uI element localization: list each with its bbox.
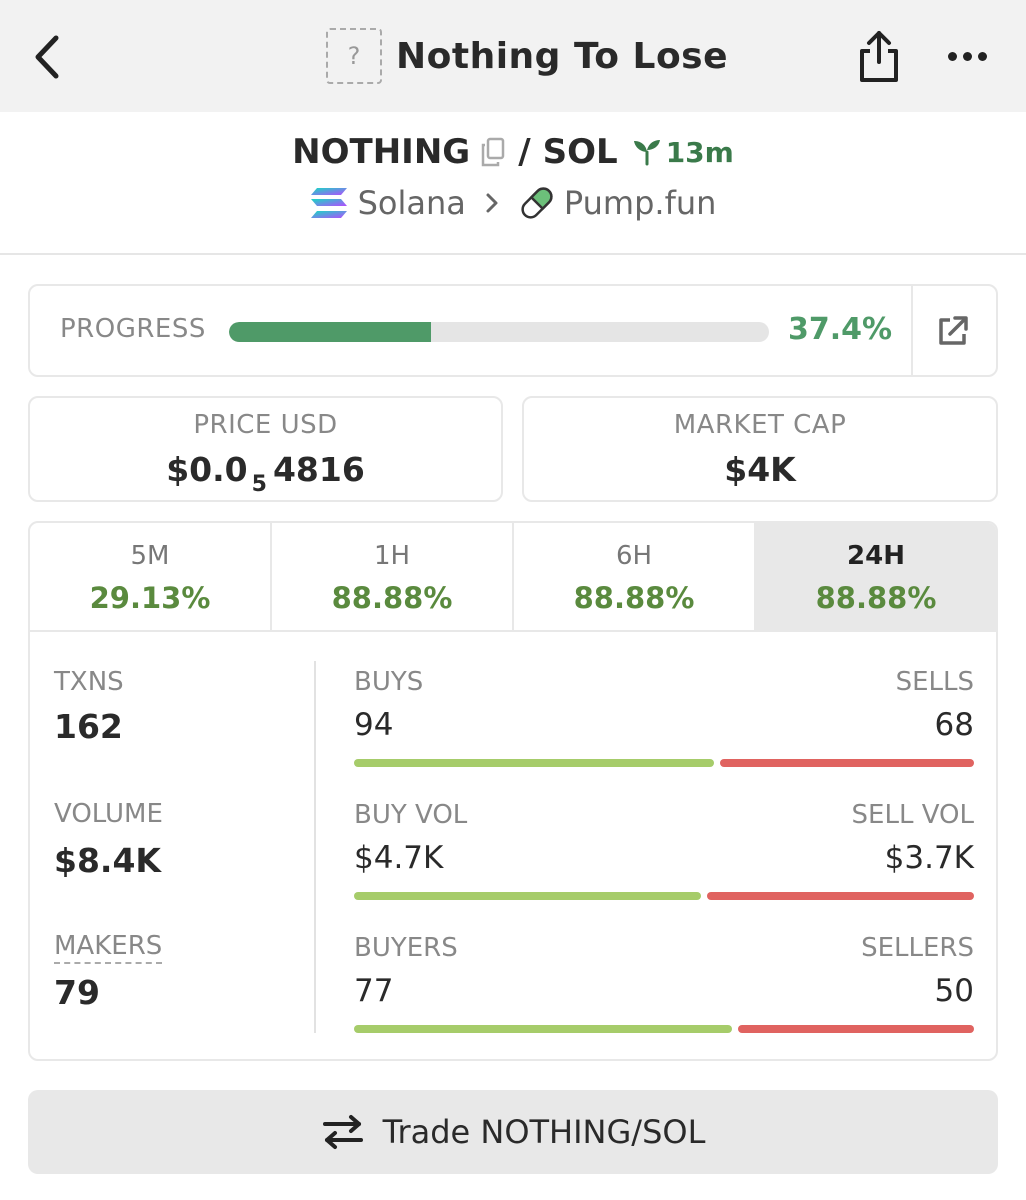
stats-card: 5M 29.13% 1H 88.88% 6H 88.88% 24H 88.88%…	[28, 521, 998, 1061]
buy-bar-segment	[354, 892, 702, 900]
buyers-sellers-split: BUYERS SELLERS 77 50	[354, 933, 974, 1043]
bonding-progress-card: PROGRESS 37.4%	[28, 284, 998, 377]
price-digits: 4816	[272, 450, 365, 489]
buyers-sellers-bar	[354, 1025, 974, 1033]
tab-label: 24H	[847, 541, 905, 571]
buys-sells-bar	[354, 759, 974, 767]
share-button[interactable]	[856, 28, 902, 84]
price-usd-value: $0.0 5 4816	[30, 450, 501, 497]
tab-label: 6H	[615, 541, 653, 571]
sellers-label: SELLERS	[861, 933, 974, 963]
trade-button[interactable]: Trade NOTHING/SOL	[28, 1090, 998, 1174]
volume-label: VOLUME	[54, 799, 163, 829]
progress-label: PROGRESS	[60, 314, 206, 344]
buyers-value: 77	[354, 973, 394, 1009]
sell-bar-segment	[719, 759, 974, 767]
progress-value: 37.4%	[788, 312, 893, 347]
buys-value: 94	[354, 707, 394, 743]
swap-arrows-icon	[322, 1115, 363, 1149]
more-dot-icon	[962, 51, 972, 61]
buys-sells-split: BUYS SELLS 94 68	[354, 667, 974, 777]
sprout-icon	[633, 140, 660, 166]
trade-button-label: Trade NOTHING/SOL	[382, 1113, 706, 1151]
chevron-right-icon	[486, 193, 498, 213]
progress-separator	[911, 286, 913, 375]
volume-value: $8.4K	[54, 841, 161, 880]
tab-change: 88.88%	[573, 581, 695, 615]
copy-icon[interactable]	[480, 137, 506, 167]
sell-vol-label: SELL VOL	[851, 800, 974, 830]
buy-vol-value: $4.7K	[354, 840, 444, 876]
buy-sell-volume-split: BUY VOL SELL VOL $4.7K $3.7K	[354, 800, 974, 910]
token-image-placeholder: ?	[326, 28, 382, 84]
makers-label[interactable]: MAKERS	[54, 931, 163, 964]
pair-header: NOTHING / SOL 13m	[0, 132, 1026, 172]
top-bar: ? Nothing To Lose	[0, 0, 1026, 112]
more-dot-icon	[977, 51, 987, 61]
makers-value: 79	[54, 973, 100, 1012]
txns-label: TXNS	[54, 667, 124, 697]
price-zeros-subscript: 5	[251, 472, 267, 497]
sell-bar-segment	[738, 1025, 974, 1033]
sell-bar-segment	[707, 892, 974, 900]
tab-change: 88.88%	[331, 581, 453, 615]
external-link-icon[interactable]	[936, 314, 970, 348]
progress-bar-fill	[229, 322, 431, 342]
sells-label: SELLS	[895, 667, 974, 697]
sell-vol-value: $3.7K	[884, 840, 974, 876]
tab-5m[interactable]: 5M 29.13%	[30, 523, 272, 630]
txns-value: 162	[54, 707, 123, 746]
tab-6h[interactable]: 6H 88.88%	[514, 523, 756, 630]
pair-age: 13m	[632, 136, 734, 169]
buy-bar-segment	[354, 759, 714, 767]
chain-name[interactable]: Solana	[357, 184, 466, 222]
share-icon	[860, 31, 898, 82]
market-cap-label: MARKET CAP	[673, 410, 847, 440]
page-title: Nothing To Lose	[396, 35, 729, 77]
pair-separator: /	[518, 132, 531, 172]
solana-icon	[310, 188, 347, 218]
tab-change: 29.13%	[89, 581, 211, 615]
buys-label: BUYS	[354, 667, 424, 697]
price-usd-card: PRICE USD $0.0 5 4816	[28, 396, 503, 502]
tab-1h[interactable]: 1H 88.88%	[272, 523, 514, 630]
chevron-left-icon	[35, 35, 59, 79]
tab-24h[interactable]: 24H 88.88%	[756, 523, 996, 630]
chain-breadcrumb: Solana Pump.fun	[0, 184, 1026, 222]
buyers-label: BUYERS	[354, 933, 458, 963]
tab-change: 88.88%	[815, 581, 937, 615]
more-button[interactable]	[944, 38, 990, 74]
back-button[interactable]	[28, 34, 68, 80]
tab-label: 1H	[373, 541, 411, 571]
buy-vol-label: BUY VOL	[354, 800, 468, 830]
pair-base-symbol: NOTHING	[292, 132, 471, 172]
market-cap-value: $4K	[724, 450, 796, 489]
timeframe-tabs: 5M 29.13% 1H 88.88% 6H 88.88% 24H 88.88%	[30, 523, 996, 632]
title-group: ? Nothing To Lose	[326, 28, 728, 84]
sells-value: 68	[934, 707, 974, 743]
dex-name[interactable]: Pump.fun	[563, 184, 717, 222]
buy-sell-volume-bar	[354, 892, 974, 900]
price-prefix: $0.0	[166, 450, 248, 489]
header-divider	[0, 253, 1026, 255]
pill-icon	[521, 187, 553, 219]
more-dot-icon	[947, 51, 957, 61]
column-divider	[314, 661, 316, 1033]
progress-bar	[229, 322, 769, 342]
pair-age-text: 13m	[665, 135, 734, 169]
buy-bar-segment	[354, 1025, 733, 1033]
pair-quote-symbol: SOL	[542, 132, 618, 172]
price-usd-label: PRICE USD	[193, 410, 338, 440]
sellers-value: 50	[934, 973, 974, 1009]
market-cap-card: MARKET CAP $4K	[522, 396, 998, 502]
tab-label: 5M	[130, 541, 170, 571]
